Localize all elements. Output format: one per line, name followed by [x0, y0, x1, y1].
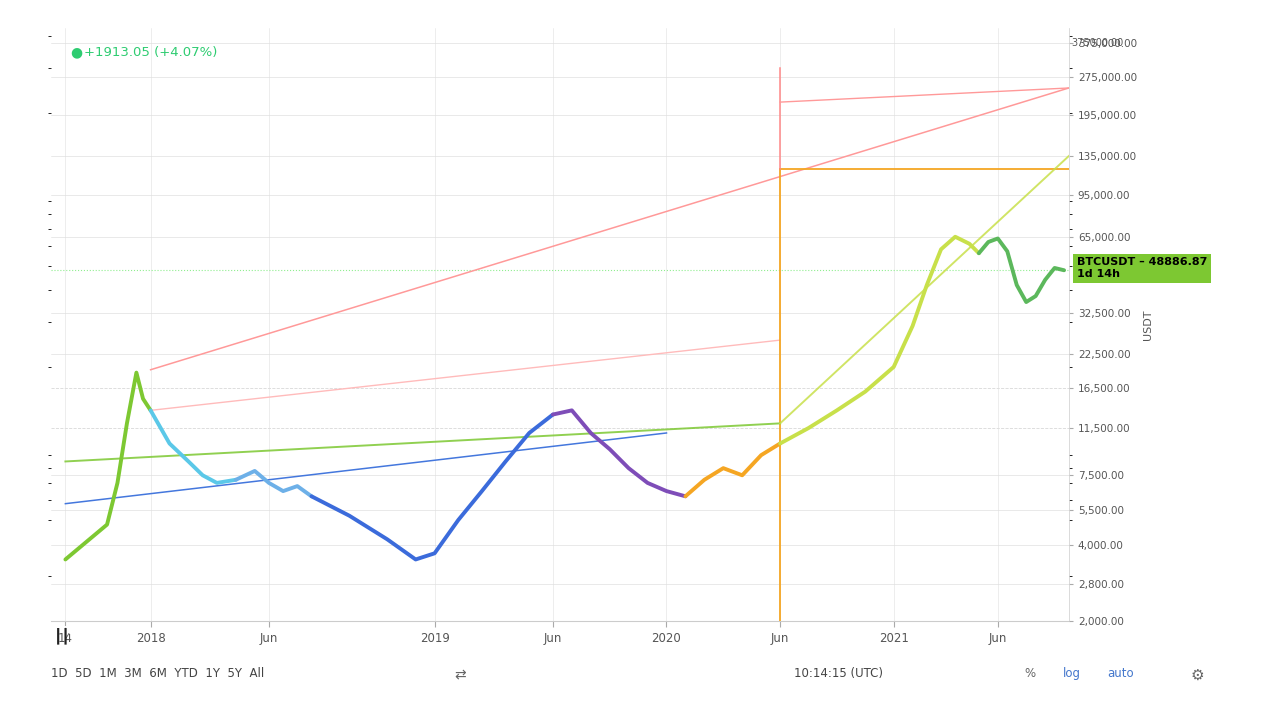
Text: ⚙: ⚙: [1190, 668, 1204, 683]
Text: TV: TV: [61, 626, 76, 637]
Text: log: log: [1062, 668, 1080, 680]
Text: %: %: [1024, 668, 1036, 680]
Text: auto: auto: [1107, 668, 1134, 680]
Text: ●: ●: [70, 46, 82, 60]
Text: ┃┃: ┃┃: [54, 628, 70, 644]
Text: 375000.00: 375000.00: [1071, 38, 1123, 48]
Text: ⇄: ⇄: [454, 668, 466, 682]
Text: 1D  5D  1M  3M  6M  YTD  1Y  5Y  All: 1D 5D 1M 3M 6M YTD 1Y 5Y All: [51, 668, 265, 680]
Text: +1913.05 (+4.07%): +1913.05 (+4.07%): [84, 46, 218, 59]
Text: BTCUSDT – 48886.87
1d 14h: BTCUSDT – 48886.87 1d 14h: [1078, 258, 1207, 279]
Text: 10:14:15 (UTC): 10:14:15 (UTC): [794, 668, 883, 680]
Y-axis label: USDT: USDT: [1143, 310, 1152, 340]
